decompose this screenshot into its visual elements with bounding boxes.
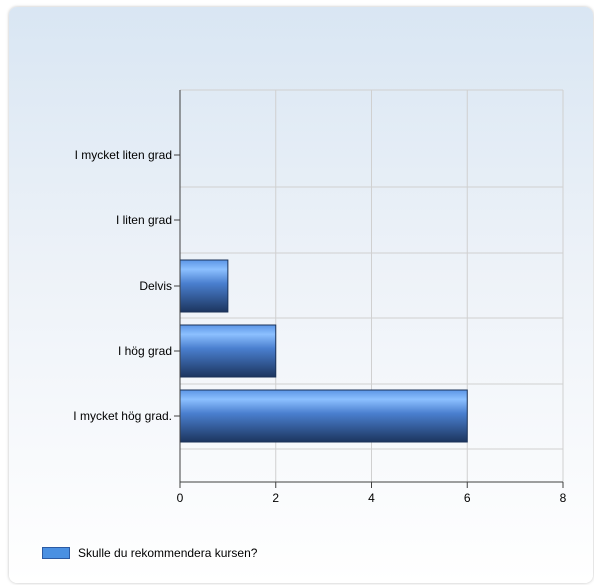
bars bbox=[179, 259, 468, 443]
grid-lines bbox=[180, 89, 564, 482]
y-tick-label-4: I mycket hög grad. bbox=[73, 409, 172, 423]
legend-label: Skulle du rekommendera kursen? bbox=[78, 546, 258, 560]
legend: Skulle du rekommendera kursen? bbox=[42, 545, 257, 561]
axes bbox=[174, 90, 564, 488]
chart-panel bbox=[9, 7, 593, 583]
bar-2 bbox=[179, 259, 229, 313]
x-tick-label-0: 0 bbox=[177, 491, 184, 505]
x-tick-label-3: 6 bbox=[464, 491, 471, 505]
y-tick-label-1: I liten grad bbox=[116, 213, 172, 227]
bar-3 bbox=[179, 324, 277, 378]
y-tick-label-3: I hög grad bbox=[118, 344, 172, 358]
x-tick-label-2: 4 bbox=[368, 491, 375, 505]
tick-labels: I mycket liten grad I liten grad Delvis I h… bbox=[73, 148, 566, 505]
x-tick-label-4: 8 bbox=[560, 491, 567, 505]
legend-swatch bbox=[42, 547, 70, 559]
x-tick-label-1: 2 bbox=[272, 491, 279, 505]
bar-4 bbox=[179, 389, 468, 443]
y-tick-label-0: I mycket liten grad bbox=[75, 148, 172, 162]
y-tick-label-2: Delvis bbox=[139, 279, 172, 293]
